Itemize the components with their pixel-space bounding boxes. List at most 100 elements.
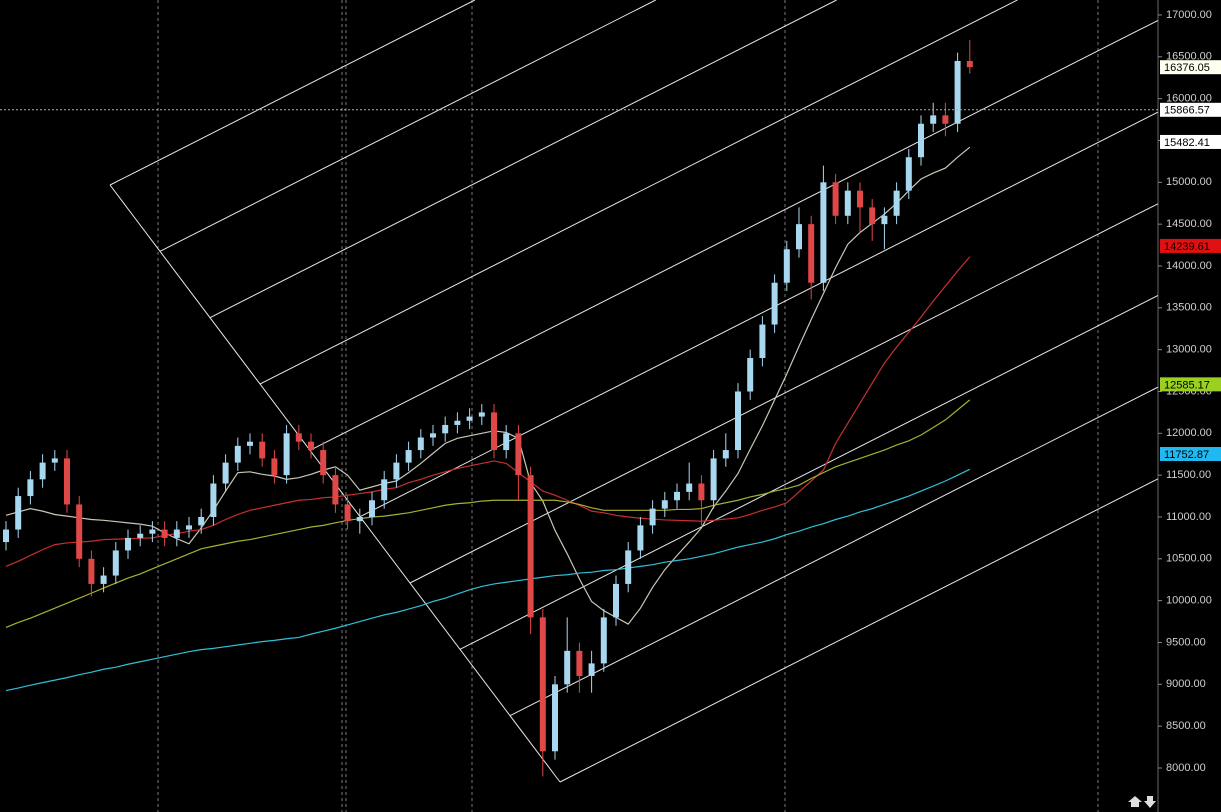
candle-body <box>527 475 534 618</box>
candle-body <box>137 533 144 538</box>
candle-body <box>552 684 558 752</box>
candle-body <box>478 412 485 417</box>
arrow-icons[interactable] <box>1128 796 1156 808</box>
candle-body <box>661 500 668 509</box>
candle-body <box>430 433 436 438</box>
price-tag <box>1160 238 1221 253</box>
candle-body <box>3 529 9 543</box>
candle-body <box>234 445 241 463</box>
candle-body <box>564 650 571 685</box>
candle-body <box>112 550 119 576</box>
y-tick-label: 11500.00 <box>1166 469 1211 481</box>
price-tag-label: 14239.61 <box>1164 241 1210 253</box>
candle-body <box>454 420 461 425</box>
candle-body <box>15 496 22 530</box>
candle-body <box>344 504 351 522</box>
candle-body <box>76 504 83 559</box>
y-tick-label: 14000.00 <box>1166 260 1212 272</box>
price-tag-label: 15482.41 <box>1164 137 1210 149</box>
candle-body <box>698 483 705 501</box>
channel-line <box>109 0 476 186</box>
channel-line <box>309 19 1159 451</box>
candle-body <box>198 516 205 526</box>
price-tag <box>1160 377 1221 392</box>
candle-body <box>857 190 863 208</box>
y-tick-label: 14500.00 <box>1166 218 1212 230</box>
y-tick-label: 16500.00 <box>1166 51 1212 63</box>
candle-body <box>674 491 680 501</box>
candle-body <box>808 224 815 283</box>
candle-body <box>869 207 876 225</box>
candle-body <box>722 450 729 459</box>
candle-body <box>930 115 937 124</box>
ma-line <box>5 468 971 692</box>
candle-body <box>844 190 851 216</box>
y-tick-label: 8000.00 <box>1166 762 1206 774</box>
scroll-down-icon[interactable] <box>1144 796 1156 808</box>
candle-body <box>759 324 766 359</box>
candle-body <box>320 450 327 476</box>
candle-body <box>966 60 973 68</box>
candle-body <box>747 358 754 392</box>
channel-line <box>559 478 1159 783</box>
candle-body <box>491 412 497 451</box>
candle-body <box>832 182 839 216</box>
price-tag <box>1160 60 1221 75</box>
price-tag-label: 12585.17 <box>1164 379 1210 391</box>
candle-body <box>942 115 949 124</box>
price-tag <box>1160 446 1221 461</box>
y-tick-label: 16000.00 <box>1166 93 1212 105</box>
candle-body <box>539 617 546 752</box>
candle-body <box>881 215 888 225</box>
candle-body <box>417 437 424 451</box>
channel-line <box>209 0 837 319</box>
y-tick-label: 9000.00 <box>1166 678 1206 690</box>
candle-body <box>356 516 363 522</box>
candle-body <box>149 529 156 534</box>
candle-body <box>796 224 802 250</box>
candle-body <box>686 483 693 492</box>
candle-body <box>588 663 595 676</box>
candle-body <box>905 157 912 191</box>
candle-body <box>783 249 790 283</box>
channel-lines <box>109 0 1159 783</box>
candle-body <box>222 462 229 484</box>
candle-body <box>283 433 290 476</box>
y-tick-label: 13000.00 <box>1166 344 1212 356</box>
channel-line <box>459 295 1159 650</box>
scroll-up-icon[interactable] <box>1128 796 1142 807</box>
candle-body <box>442 424 449 434</box>
candle-body <box>710 458 717 501</box>
candle-body <box>381 479 388 501</box>
channel-line <box>159 0 656 252</box>
candle-body <box>820 182 827 283</box>
candle-body <box>210 483 217 517</box>
candle-body <box>405 450 412 463</box>
candle-body <box>515 433 522 476</box>
candle-body <box>64 458 70 505</box>
candle-body <box>259 441 266 459</box>
y-tick-label: 11000.00 <box>1166 511 1211 523</box>
candle-body <box>613 583 619 618</box>
candle-body <box>735 391 741 451</box>
y-tick-label: 13500.00 <box>1166 302 1212 314</box>
y-tick-label: 9500.00 <box>1166 636 1206 648</box>
candle-body <box>247 441 253 446</box>
y-tick-label: 17000.00 <box>1166 9 1212 21</box>
candle-body <box>625 550 632 584</box>
price-tag-label: 16376.05 <box>1164 62 1210 74</box>
candle-body <box>51 458 58 463</box>
price-tag <box>1160 102 1221 117</box>
candle-body <box>27 479 34 497</box>
ma-line <box>5 399 971 628</box>
candle-body <box>308 441 314 451</box>
candle-body <box>893 190 900 216</box>
channel-line <box>509 386 1159 717</box>
candle-body <box>100 575 107 584</box>
candle-body <box>39 462 46 480</box>
candle-body <box>173 529 180 538</box>
candle-body <box>918 123 924 158</box>
